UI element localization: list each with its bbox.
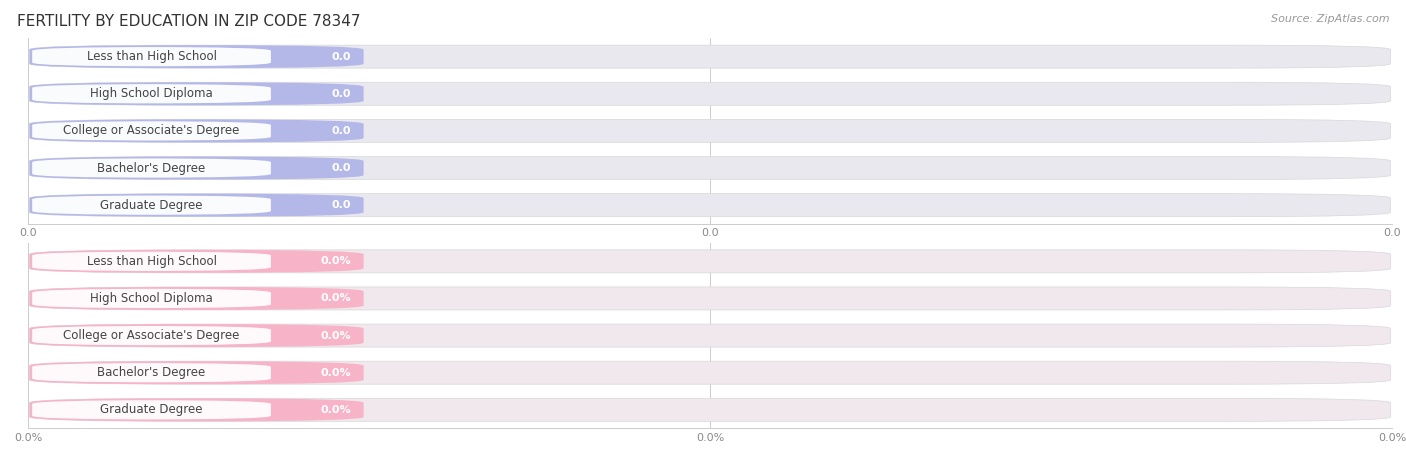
FancyBboxPatch shape xyxy=(32,363,271,382)
FancyBboxPatch shape xyxy=(30,194,364,217)
Text: 0.0%: 0.0% xyxy=(321,330,352,341)
FancyBboxPatch shape xyxy=(30,361,364,384)
Text: College or Associate's Degree: College or Associate's Degree xyxy=(63,329,240,342)
FancyBboxPatch shape xyxy=(30,250,1391,273)
FancyBboxPatch shape xyxy=(32,400,271,419)
FancyBboxPatch shape xyxy=(32,47,271,66)
FancyBboxPatch shape xyxy=(32,196,271,215)
FancyBboxPatch shape xyxy=(30,82,1391,105)
FancyBboxPatch shape xyxy=(30,324,1391,347)
Text: College or Associate's Degree: College or Associate's Degree xyxy=(63,124,240,138)
FancyBboxPatch shape xyxy=(32,121,271,140)
FancyBboxPatch shape xyxy=(30,398,364,421)
FancyBboxPatch shape xyxy=(32,289,271,308)
FancyBboxPatch shape xyxy=(32,252,271,271)
FancyBboxPatch shape xyxy=(30,324,364,347)
FancyBboxPatch shape xyxy=(30,45,1391,68)
Text: High School Diploma: High School Diploma xyxy=(90,87,212,100)
Text: Graduate Degree: Graduate Degree xyxy=(100,403,202,416)
Text: Bachelor's Degree: Bachelor's Degree xyxy=(97,366,205,379)
Text: High School Diploma: High School Diploma xyxy=(90,292,212,305)
Text: Less than High School: Less than High School xyxy=(87,255,217,268)
Text: Source: ZipAtlas.com: Source: ZipAtlas.com xyxy=(1271,14,1389,24)
Text: Less than High School: Less than High School xyxy=(87,50,217,63)
FancyBboxPatch shape xyxy=(30,398,1391,421)
Text: 0.0%: 0.0% xyxy=(321,256,352,267)
FancyBboxPatch shape xyxy=(30,157,364,179)
FancyBboxPatch shape xyxy=(32,326,271,345)
FancyBboxPatch shape xyxy=(30,361,1391,384)
Text: Bachelor's Degree: Bachelor's Degree xyxy=(97,161,205,175)
FancyBboxPatch shape xyxy=(30,194,1391,217)
FancyBboxPatch shape xyxy=(30,287,1391,310)
FancyBboxPatch shape xyxy=(30,82,364,105)
Text: 0.0%: 0.0% xyxy=(321,293,352,304)
FancyBboxPatch shape xyxy=(30,45,364,68)
Text: 0.0: 0.0 xyxy=(332,51,352,62)
FancyBboxPatch shape xyxy=(30,119,1391,142)
Text: 0.0: 0.0 xyxy=(332,89,352,99)
Text: 0.0: 0.0 xyxy=(332,200,352,210)
Text: FERTILITY BY EDUCATION IN ZIP CODE 78347: FERTILITY BY EDUCATION IN ZIP CODE 78347 xyxy=(17,14,360,30)
FancyBboxPatch shape xyxy=(30,287,364,310)
Text: 0.0%: 0.0% xyxy=(321,405,352,415)
FancyBboxPatch shape xyxy=(32,84,271,103)
Text: 0.0: 0.0 xyxy=(332,163,352,173)
FancyBboxPatch shape xyxy=(30,157,1391,179)
Text: Graduate Degree: Graduate Degree xyxy=(100,198,202,212)
FancyBboxPatch shape xyxy=(32,159,271,178)
FancyBboxPatch shape xyxy=(30,119,364,142)
Text: 0.0%: 0.0% xyxy=(321,367,352,378)
FancyBboxPatch shape xyxy=(30,250,364,273)
Text: 0.0: 0.0 xyxy=(332,126,352,136)
